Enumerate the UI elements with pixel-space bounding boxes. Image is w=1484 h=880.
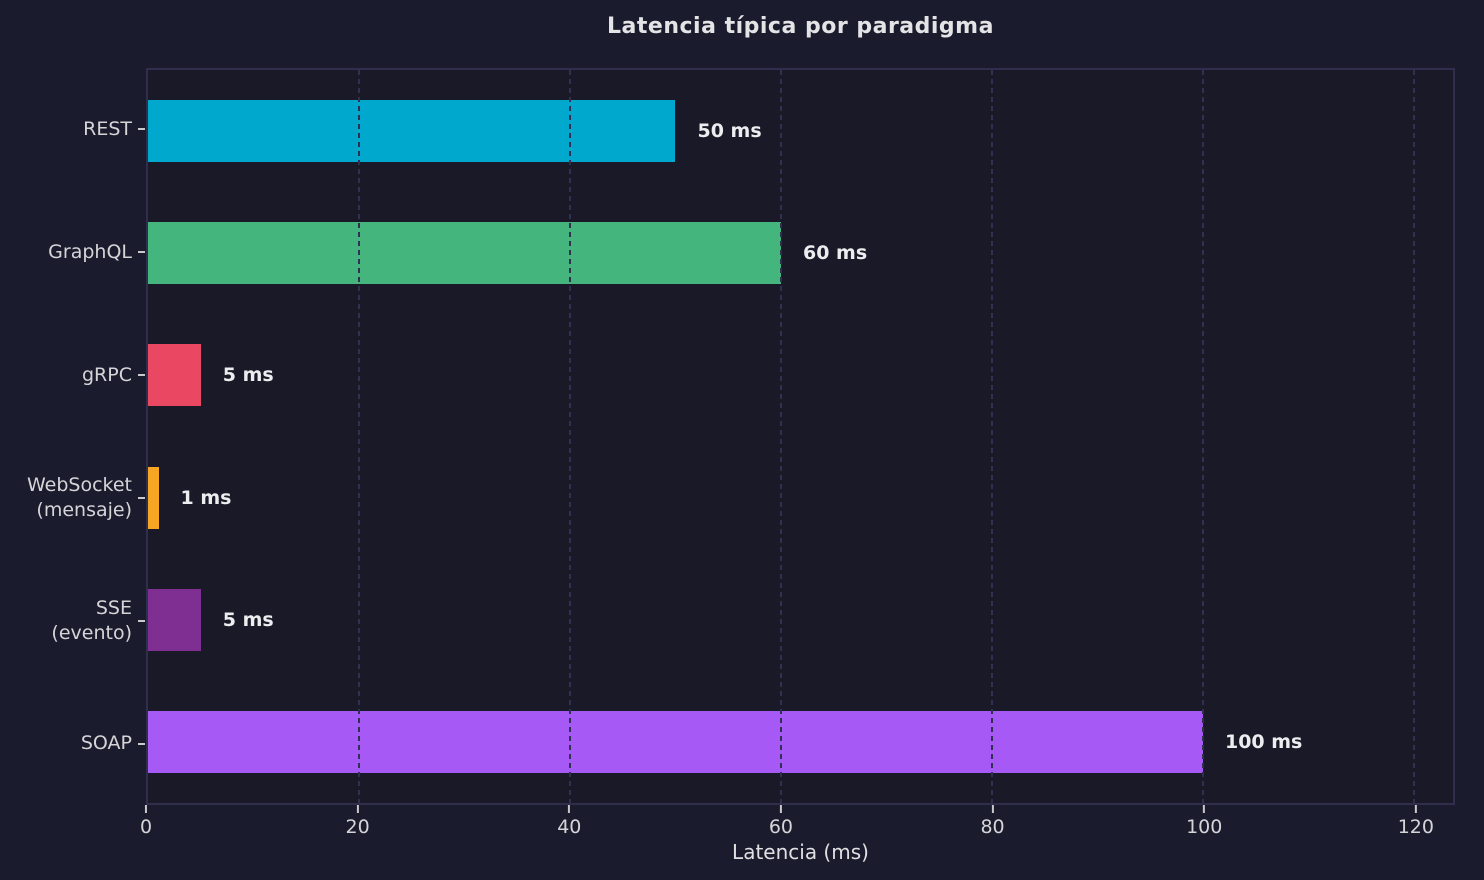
x-tick-label: 80 [980, 816, 1005, 838]
bar-value-label: 100 ms [1224, 730, 1303, 753]
x-tick: 20 [346, 805, 370, 838]
x-tick-label: 120 [1397, 816, 1434, 838]
y-label-line: GraphQL [48, 240, 132, 263]
x-tick-mark [568, 805, 571, 813]
bar-row-soap: 100 ms [148, 681, 1453, 803]
bar-row-sse: 5 ms [148, 559, 1453, 681]
x-tick-label: 60 [768, 816, 794, 838]
x-axis-ticks: 0 20 40 60 80 100 120 [140, 805, 1455, 845]
x-tick-mark [356, 805, 359, 813]
bar-value-label: 5 ms [222, 608, 274, 631]
y-tick-mark [138, 251, 145, 254]
y-tick-mark [138, 374, 145, 377]
y-axis-labels: REST GraphQL gRPC WebSocket (mensaje) [0, 68, 146, 805]
bar-value-label: 60 ms [802, 242, 868, 265]
y-axis-label-grpc: gRPC [0, 314, 146, 437]
x-gridline [779, 70, 782, 803]
bar-row-graphql: 60 ms [148, 192, 1453, 314]
bar-row-grpc: 5 ms [148, 314, 1453, 436]
bar-row-rest: 50 ms [148, 70, 1453, 192]
chart-title: Latencia típica por paradigma [607, 14, 994, 39]
x-gridline [357, 70, 360, 803]
y-label-line: (evento) [51, 621, 132, 644]
x-tick-mark [991, 805, 994, 813]
x-tick: 0 [140, 805, 152, 838]
y-tick-mark [138, 742, 145, 745]
y-axis-label-graphql: GraphQL [0, 191, 146, 314]
x-tick: 40 [557, 805, 581, 838]
y-label-line: (mensaje) [36, 498, 132, 521]
y-tick-mark [138, 128, 145, 131]
x-tick-mark [145, 805, 147, 813]
bar-row-websocket: 1 ms [148, 437, 1453, 559]
bar-rest [148, 100, 676, 163]
x-gridline [1201, 70, 1204, 803]
x-tick-label: 20 [345, 816, 370, 838]
bars-container: 50 ms 60 ms 5 ms 1 ms 5 ms 100 ms [148, 70, 1453, 803]
y-tick-mark [138, 496, 145, 499]
x-tick: 100 [1186, 805, 1222, 838]
x-tick-mark [1414, 805, 1417, 813]
x-tick: 60 [769, 805, 793, 838]
x-tick-label: 0 [139, 816, 153, 838]
y-label-line: WebSocket [26, 473, 132, 496]
bar-websocket [148, 466, 159, 529]
plot-area: 50 ms 60 ms 5 ms 1 ms 5 ms 100 ms [146, 68, 1455, 805]
y-label-line: SOAP [80, 732, 132, 755]
y-label-line: SSE [95, 596, 132, 619]
x-gridline [568, 70, 571, 803]
y-tick-mark [138, 619, 145, 622]
x-tick-label: 100 [1186, 816, 1223, 838]
y-axis-label-websocket: WebSocket (mensaje) [0, 436, 146, 559]
bar-grpc [148, 344, 201, 407]
x-gridline [990, 70, 993, 803]
x-tick-label: 40 [557, 816, 582, 838]
y-axis-label-sse: SSE (evento) [0, 559, 146, 682]
bar-value-label: 1 ms [180, 486, 232, 509]
x-axis-title: Latencia (ms) [732, 840, 869, 864]
y-label-line: gRPC [82, 363, 132, 386]
y-axis-label-soap: SOAP [0, 682, 146, 805]
x-tick-mark [1203, 805, 1206, 813]
bar-value-label: 50 ms [697, 120, 762, 143]
bar-sse [148, 588, 201, 651]
bar-soap [148, 710, 1203, 773]
x-gridline [1412, 70, 1415, 803]
bar-value-label: 5 ms [222, 364, 274, 387]
x-tick: 80 [980, 805, 1005, 838]
bar-graphql [148, 222, 781, 285]
y-label-line: REST [83, 117, 132, 140]
x-tick-mark [779, 805, 782, 813]
x-tick: 120 [1398, 805, 1434, 838]
y-axis-label-rest: REST [0, 68, 146, 191]
